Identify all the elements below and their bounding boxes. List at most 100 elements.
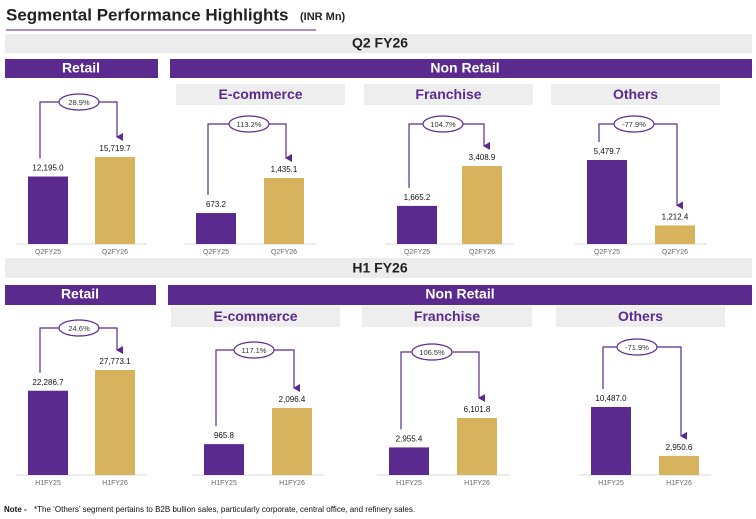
segment-title: Others <box>613 86 658 102</box>
growth-ellipse <box>58 319 100 337</box>
growth-connector <box>400 351 412 430</box>
growth-label: -77.9% <box>622 120 646 129</box>
growth-ellipse <box>233 341 275 359</box>
category-label: Q2FY26 <box>662 249 688 256</box>
category-label: H1FY26 <box>279 480 305 487</box>
value-label: 1,435.1 <box>271 165 298 174</box>
section-band <box>5 34 752 53</box>
growth-arrow <box>99 101 123 141</box>
value-label: 22,286.7 <box>32 378 64 387</box>
bar <box>591 407 631 475</box>
segment-title: Franchise <box>415 86 481 102</box>
value-label: 15,719.7 <box>99 144 131 153</box>
growth-connector <box>408 123 423 188</box>
category-label: Q2FY25 <box>404 249 430 256</box>
value-label: 1,212.4 <box>662 213 689 222</box>
section-heading: H1 FY26 <box>352 260 407 276</box>
banner <box>170 59 752 78</box>
category-label: H1FY26 <box>102 480 128 487</box>
bar <box>95 370 135 475</box>
growth-arrow <box>269 123 292 162</box>
category-label: Q2FY26 <box>271 249 297 256</box>
growth-label: -71.9% <box>625 343 649 352</box>
category-label: H1FY25 <box>598 480 624 487</box>
bar <box>28 176 68 244</box>
growth-connector <box>39 327 59 373</box>
growth-arrow <box>452 351 485 402</box>
value-label: 2,950.6 <box>666 443 693 452</box>
growth-arrow <box>99 327 123 354</box>
growth-arrow <box>657 346 687 440</box>
category-label: H1FY25 <box>396 480 422 487</box>
category-label: H1FY26 <box>464 480 490 487</box>
segment-title: Franchise <box>414 308 480 324</box>
growth-connector <box>39 101 59 159</box>
segment-title: E-commerce <box>213 308 297 324</box>
category-label: Q2FY25 <box>203 249 229 256</box>
category-label: H1FY25 <box>35 480 61 487</box>
category-label: H1FY26 <box>666 480 692 487</box>
banner <box>168 285 752 305</box>
banner-text: Retail <box>62 60 100 76</box>
segment-box <box>364 84 533 105</box>
bar <box>272 408 312 475</box>
note-text: *The ‘Others’ segment pertains to B2B bu… <box>34 505 415 514</box>
segment-box <box>176 84 345 105</box>
banner <box>5 59 158 78</box>
banner-text: Retail <box>61 286 99 302</box>
value-label: 965.8 <box>214 431 235 440</box>
segment-title: E-commerce <box>218 86 302 102</box>
segment-box <box>362 306 532 327</box>
bar <box>264 178 304 244</box>
value-label: 10,487.0 <box>595 394 627 403</box>
section-heading: Q2 FY26 <box>352 35 408 51</box>
section-band <box>5 258 752 278</box>
bar <box>28 390 68 475</box>
growth-label: 106.5% <box>419 348 445 357</box>
value-label: 2,096.4 <box>279 395 306 404</box>
category-label: Q2FY26 <box>102 249 128 256</box>
unit: (INR Mn) <box>300 11 346 23</box>
growth-connector <box>598 123 614 142</box>
growth-arrow <box>274 349 300 392</box>
value-label: 12,195.0 <box>32 164 64 173</box>
growth-ellipse <box>411 343 453 361</box>
category-label: H1FY25 <box>211 480 237 487</box>
growth-label: 117.1% <box>242 346 267 355</box>
value-label: 2,955.4 <box>396 435 423 444</box>
bar <box>204 444 244 475</box>
value-label: 1,665.2 <box>404 193 431 202</box>
note-label: Note - <box>4 505 27 514</box>
value-label: 3,408.9 <box>469 153 496 162</box>
category-label: Q2FY25 <box>35 249 61 256</box>
bar <box>659 455 699 475</box>
value-label: 27,773.1 <box>99 357 131 366</box>
segment-box <box>171 306 340 327</box>
segment-box <box>556 306 725 327</box>
growth-connector <box>215 349 234 427</box>
growth-label: 24.6% <box>68 324 90 333</box>
growth-ellipse <box>228 115 270 133</box>
segment-title: Others <box>618 308 663 324</box>
bar <box>462 166 502 244</box>
bar <box>95 157 135 244</box>
banner-text: Non Retail <box>425 286 494 302</box>
banner <box>5 285 156 305</box>
growth-label: 28.9% <box>68 98 90 107</box>
page-title: Segmental Performance Highlights <box>6 5 288 24</box>
bar <box>587 160 627 244</box>
value-label: 5,479.7 <box>594 147 621 156</box>
segment-box <box>551 84 720 105</box>
category-label: Q2FY25 <box>594 249 620 256</box>
bar <box>397 205 437 244</box>
bar <box>457 418 497 475</box>
growth-ellipse <box>58 93 100 111</box>
bar <box>196 213 236 244</box>
growth-ellipse <box>422 115 464 133</box>
value-label: 673.2 <box>206 200 227 209</box>
growth-arrow <box>463 123 490 150</box>
bar <box>389 447 429 475</box>
banner-text: Non Retail <box>430 60 499 76</box>
growth-label: 113.2% <box>237 120 262 129</box>
growth-connector <box>207 123 229 196</box>
